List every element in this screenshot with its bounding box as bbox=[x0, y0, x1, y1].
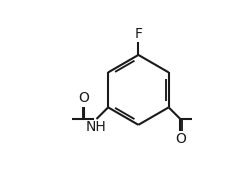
Text: F: F bbox=[134, 27, 142, 41]
Text: O: O bbox=[78, 91, 89, 105]
Text: O: O bbox=[175, 132, 186, 146]
Text: NH: NH bbox=[86, 120, 106, 134]
